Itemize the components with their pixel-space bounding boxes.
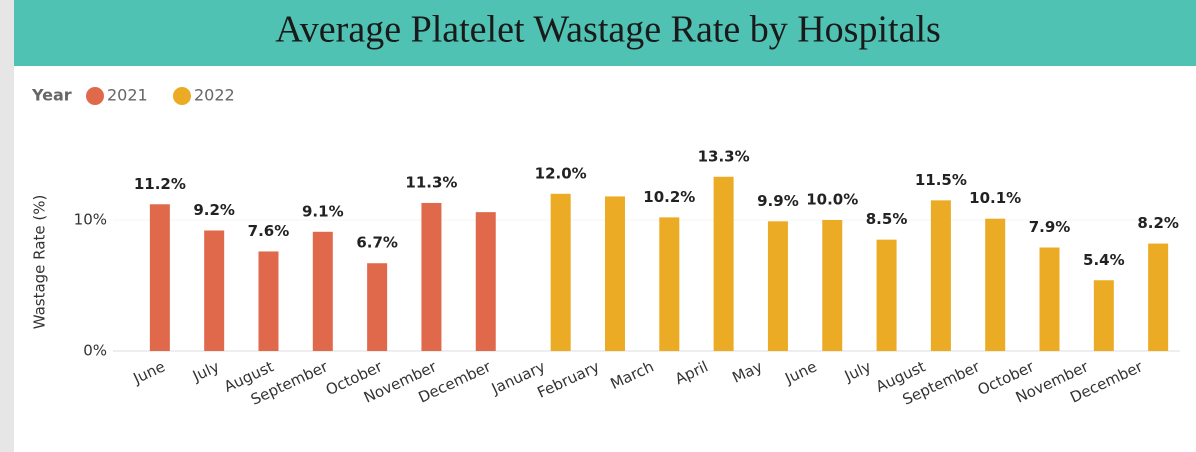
y-tick-label: 0%	[83, 342, 107, 360]
bar	[767, 221, 788, 351]
data-label: 8.2%	[1137, 214, 1179, 232]
bar	[475, 212, 496, 351]
data-label: 11.2%	[134, 175, 186, 193]
chart-title: Average Platelet Wastage Rate by Hospita…	[275, 9, 941, 51]
legend-title: Year	[31, 86, 72, 105]
data-label: 9.9%	[757, 192, 799, 210]
x-tick-label: July	[189, 357, 222, 385]
data-label: 6.7%	[356, 234, 398, 252]
bar	[1039, 247, 1060, 351]
bar	[421, 202, 442, 351]
data-label: 5.4%	[1083, 251, 1125, 269]
legend-swatch	[86, 87, 104, 105]
y-axis-label: Wastage Rate (%)	[31, 195, 49, 330]
data-label: 10.0%	[806, 191, 858, 209]
x-tick-label: July	[841, 357, 874, 385]
data-label: 9.1%	[302, 202, 344, 220]
x-tick-label: June	[130, 357, 168, 388]
data-label: 11.3%	[405, 173, 457, 191]
bar	[713, 176, 734, 351]
data-label: 10.1%	[969, 189, 1021, 207]
y-tick-label: 10%	[74, 211, 107, 229]
data-label: 12.0%	[535, 164, 587, 182]
x-tick-label: April	[672, 357, 711, 388]
bar	[367, 263, 388, 351]
bar	[930, 200, 951, 351]
data-label: 9.2%	[193, 201, 235, 219]
bar	[1148, 243, 1169, 351]
x-tick-label: March	[608, 357, 657, 393]
data-label: 13.3%	[698, 147, 750, 165]
bar	[822, 220, 843, 351]
bar	[550, 193, 571, 351]
bar	[1093, 280, 1114, 351]
data-label: 8.5%	[866, 210, 908, 228]
data-label: 10.2%	[643, 188, 695, 206]
bar	[604, 196, 625, 351]
bar	[204, 230, 225, 351]
legend-label: 2022	[194, 86, 235, 105]
bar	[876, 239, 897, 351]
bar	[312, 231, 333, 351]
data-label: 11.5%	[915, 171, 967, 189]
bar	[985, 218, 1006, 351]
x-tick-label: May	[730, 357, 766, 386]
legend-swatch	[173, 87, 191, 105]
data-label: 7.9%	[1029, 218, 1071, 236]
side-strip	[0, 0, 14, 452]
x-tick-label: June	[781, 357, 819, 388]
bar	[149, 204, 170, 351]
x-tick-label: February	[534, 357, 602, 401]
data-label: 7.6%	[248, 222, 290, 240]
legend-label: 2021	[107, 86, 148, 105]
bar	[258, 251, 279, 351]
title-band	[14, 0, 1196, 66]
bar	[659, 217, 680, 351]
